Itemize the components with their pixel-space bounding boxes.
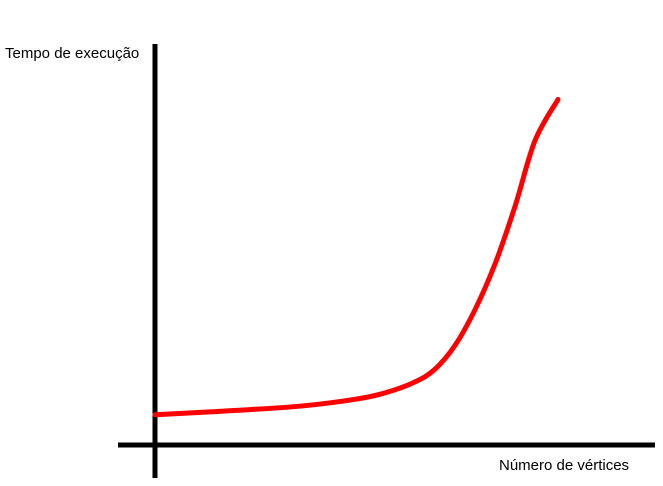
y-axis-label: Tempo de execução xyxy=(5,45,140,62)
x-axis-label: Número de vértices xyxy=(499,457,630,474)
series-layer xyxy=(152,96,561,418)
series-line-0 xyxy=(152,96,561,418)
